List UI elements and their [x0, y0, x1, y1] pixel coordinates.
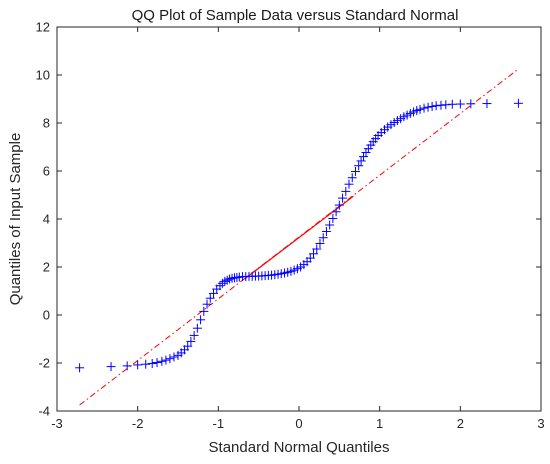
data-point	[363, 144, 373, 154]
data-point	[427, 101, 437, 111]
data-point	[338, 193, 348, 203]
data-point	[447, 99, 457, 109]
y-tick-label: 8	[43, 116, 50, 131]
data-point	[199, 306, 209, 316]
chart-title: QQ Plot of Sample Data versus Standard N…	[132, 7, 459, 24]
data-point	[325, 220, 335, 230]
data-point	[361, 148, 371, 158]
data-point	[196, 315, 206, 325]
y-tick-label: -2	[38, 356, 50, 371]
data-point	[415, 104, 425, 114]
y-tick-label: -4	[38, 404, 50, 419]
data-point	[192, 323, 202, 333]
data-point	[334, 200, 344, 210]
data-point	[225, 274, 235, 284]
data-point	[152, 358, 162, 368]
data-point	[183, 341, 193, 351]
data-point	[347, 173, 357, 183]
y-axis-title: Quantiles of Input Sample	[7, 133, 24, 306]
data-point	[220, 276, 230, 286]
data-point	[147, 358, 157, 368]
data-point	[350, 166, 360, 176]
data-point	[419, 103, 429, 113]
x-tick-label: 2	[457, 416, 464, 431]
data-point	[513, 98, 523, 108]
data-point	[161, 355, 171, 365]
data-point	[315, 238, 325, 248]
x-tick-label: 1	[376, 416, 383, 431]
data-point	[215, 281, 225, 291]
data-point	[189, 330, 199, 340]
x-axis-title: Standard Normal Quantiles	[209, 439, 390, 456]
x-tick-label: -1	[213, 416, 225, 431]
data-point	[466, 99, 476, 109]
data-markers	[75, 98, 523, 373]
data-point	[169, 352, 179, 362]
data-point	[309, 249, 319, 259]
data-point	[141, 359, 151, 369]
data-point	[106, 362, 116, 372]
plot-area	[57, 27, 541, 411]
data-point	[331, 207, 341, 217]
y-tick-label: 2	[43, 260, 50, 275]
data-point	[318, 233, 328, 243]
data-point	[202, 299, 212, 309]
y-axis-ticks: -4 -2 0 2 4 6 8 10 12	[36, 20, 541, 419]
y-tick-label: 0	[43, 308, 50, 323]
x-tick-label: -3	[51, 416, 63, 431]
x-tick-label: 0	[295, 416, 302, 431]
y-tick-label: 6	[43, 164, 50, 179]
data-point	[423, 102, 433, 112]
data-point	[75, 363, 85, 373]
data-point	[356, 156, 366, 166]
data-point	[359, 152, 369, 162]
y-tick-label: 4	[43, 212, 50, 227]
data-point	[341, 186, 351, 196]
data-point	[157, 356, 167, 366]
data-point	[205, 293, 215, 303]
x-tick-label: 3	[537, 416, 544, 431]
data-point	[328, 214, 338, 224]
x-axis-ticks: -3 -2 -1 0 1 2 3	[51, 27, 545, 431]
data-point	[133, 360, 143, 370]
data-point	[455, 99, 465, 109]
data-point	[482, 99, 492, 109]
reference-line-extension	[79, 68, 519, 406]
data-point	[122, 361, 132, 371]
data-point	[344, 179, 354, 189]
y-tick-label: 10	[36, 68, 50, 83]
reference-line-fit	[244, 195, 354, 280]
data-point	[321, 226, 331, 236]
data-point	[165, 354, 175, 364]
reference-lines	[79, 68, 519, 406]
data-point	[222, 275, 232, 285]
data-point	[186, 336, 196, 346]
data-point	[312, 244, 322, 254]
data-point	[217, 278, 227, 288]
y-tick-label: 12	[36, 20, 50, 35]
data-point	[354, 161, 364, 171]
x-tick-label: -2	[132, 416, 144, 431]
